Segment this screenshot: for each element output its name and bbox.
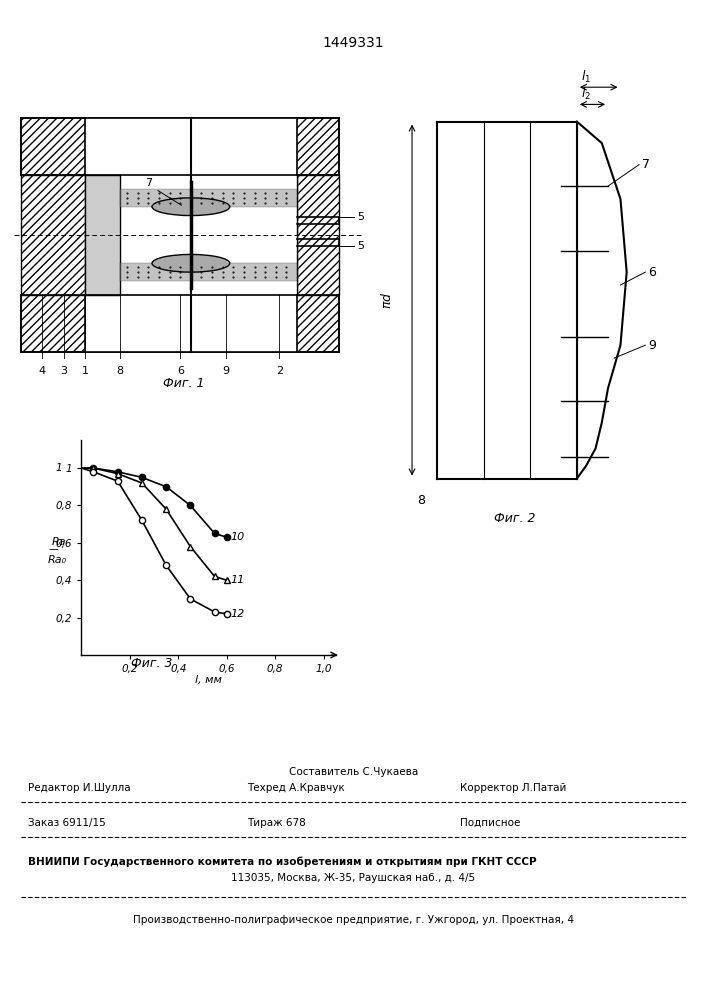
Text: 5: 5 <box>357 241 364 251</box>
X-axis label: l, мм: l, мм <box>195 675 222 685</box>
Text: 9: 9 <box>223 366 230 376</box>
Ellipse shape <box>152 254 230 272</box>
Text: 8: 8 <box>417 494 426 507</box>
Text: 8: 8 <box>117 366 124 376</box>
Text: 113035, Москва, Ж-35, Раушская наб., д. 4/5: 113035, Москва, Ж-35, Раушская наб., д. … <box>231 873 476 883</box>
Text: —: — <box>48 544 58 554</box>
Text: 3: 3 <box>60 366 67 376</box>
Text: 6: 6 <box>177 366 184 376</box>
Text: Фиг. 3: Фиг. 3 <box>132 657 173 670</box>
Bar <box>21 295 339 352</box>
Text: Заказ 6911/15: Заказ 6911/15 <box>28 818 106 828</box>
Text: Корректор Л.Патай: Корректор Л.Патай <box>460 783 566 793</box>
FancyBboxPatch shape <box>120 189 297 207</box>
Text: $l_2$: $l_2$ <box>581 86 591 102</box>
Polygon shape <box>85 175 120 295</box>
Text: 1449331: 1449331 <box>322 36 385 50</box>
Text: 2: 2 <box>276 366 283 376</box>
Bar <box>297 175 339 295</box>
Text: 10: 10 <box>230 532 245 542</box>
Bar <box>21 175 85 295</box>
Text: 7: 7 <box>642 158 650 171</box>
Bar <box>85 295 297 352</box>
Text: Ra: Ra <box>52 537 66 547</box>
Text: 1: 1 <box>55 463 62 473</box>
Text: Ra₀: Ra₀ <box>48 555 67 565</box>
Text: Подписное: Подписное <box>460 818 520 828</box>
FancyBboxPatch shape <box>120 263 297 281</box>
Text: Производственно-полиграфическое предприятие, г. Ужгород, ул. Проектная, 4: Производственно-полиграфическое предприя… <box>133 915 574 925</box>
Text: Редактор И.Шулла: Редактор И.Шулла <box>28 783 131 793</box>
Text: 9: 9 <box>648 339 656 352</box>
Text: Составитель С.Чукаева: Составитель С.Чукаева <box>289 767 418 777</box>
Text: Техред А.Кравчук: Техред А.Кравчук <box>247 783 345 793</box>
Text: 12: 12 <box>230 609 245 619</box>
Text: Тираж 678: Тираж 678 <box>247 818 306 828</box>
Text: 6: 6 <box>648 266 656 279</box>
Text: $l_1$: $l_1$ <box>581 69 591 85</box>
Text: $\pi d$: $\pi d$ <box>380 291 395 309</box>
Text: Фиг. 2: Фиг. 2 <box>494 512 535 524</box>
Text: 5: 5 <box>357 212 364 222</box>
Text: ВНИИПИ Государственного комитета по изобретениям и открытиям при ГКНТ СССР: ВНИИПИ Государственного комитета по изоб… <box>28 856 537 867</box>
Text: Фиг. 1: Фиг. 1 <box>163 377 204 390</box>
Polygon shape <box>120 175 297 295</box>
Bar <box>85 118 297 175</box>
Text: 4: 4 <box>39 366 46 376</box>
Polygon shape <box>577 122 626 479</box>
Text: 1: 1 <box>81 366 88 376</box>
Text: 7: 7 <box>145 178 152 188</box>
Text: 11: 11 <box>230 575 245 585</box>
Ellipse shape <box>152 198 230 216</box>
Bar <box>21 118 339 175</box>
